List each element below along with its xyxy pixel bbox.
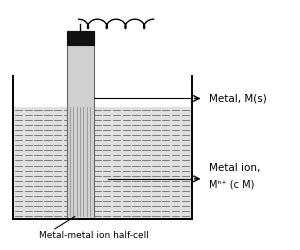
- Text: Metal ion,: Metal ion,: [209, 163, 261, 173]
- Text: Mⁿ⁺ (c M): Mⁿ⁺ (c M): [209, 180, 255, 190]
- Text: Metal, M(s): Metal, M(s): [209, 94, 267, 104]
- Bar: [13, 107, 192, 219]
- Text: Metal-metal ion half-cell: Metal-metal ion half-cell: [39, 231, 148, 240]
- Bar: [67, 31, 94, 219]
- Bar: [67, 31, 94, 45]
